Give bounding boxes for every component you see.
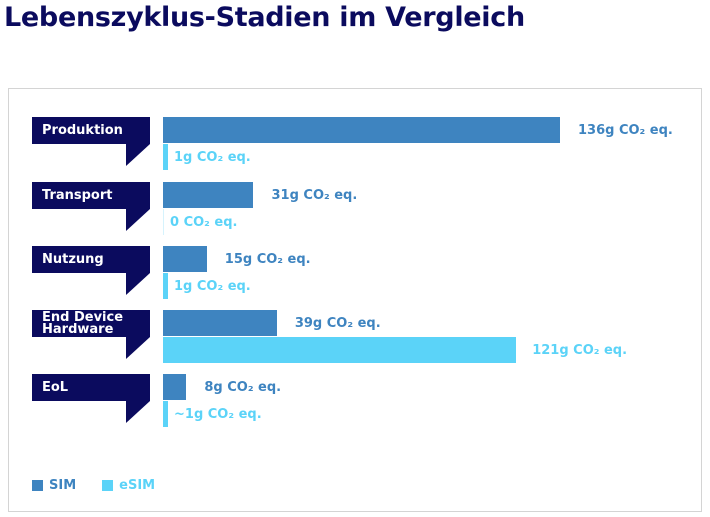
legend-swatch-esim: [102, 480, 114, 491]
chart-panel: [8, 88, 702, 512]
bar-sim-nutzung: [163, 246, 207, 272]
callout-tail: [126, 209, 150, 231]
callout-tail: [126, 337, 150, 359]
bar-sim-transport: [163, 182, 254, 208]
callout-tail: [126, 273, 150, 295]
category-label-transport: Transport: [32, 182, 150, 209]
bar-sim-produktion: [163, 117, 560, 143]
category-label-produktion: Produktion: [32, 117, 150, 144]
data-label-sim-eol: 8g CO₂ eq.: [204, 380, 282, 395]
legend-swatch-sim: [32, 480, 43, 491]
callout-tail: [126, 144, 150, 166]
category-label-eol: EoL: [32, 374, 150, 401]
data-label-esim-end-device-hardware: 121g CO₂ eq.: [532, 343, 628, 358]
bar-esim-produktion: [163, 144, 168, 170]
legend-label-sim: SIM: [49, 478, 77, 493]
page-title: Lebenszyklus-Stadien im Vergleich: [4, 2, 525, 33]
data-label-sim-transport: 31g CO₂ eq.: [271, 188, 358, 203]
data-label-esim-eol: ~1g CO₂ eq.: [174, 407, 262, 422]
data-label-sim-produktion: 136g CO₂ eq.: [578, 123, 673, 138]
callout-tail: [126, 401, 150, 423]
data-label-sim-nutzung: 15g CO₂ eq.: [224, 252, 311, 267]
bar-esim-transport: [163, 209, 164, 235]
data-label-esim-produktion: 1g CO₂ eq.: [174, 150, 251, 165]
bar-esim-eol: [163, 401, 168, 427]
category-label-end-device-hardware: End Device Hardware: [32, 310, 150, 337]
bar-esim-nutzung: [163, 273, 168, 299]
legend-label-esim: eSIM: [119, 478, 156, 493]
data-label-sim-end-device-hardware: 39g CO₂ eq.: [294, 316, 381, 331]
legend: SIM eSIM: [32, 478, 155, 493]
legend-item-sim: SIM: [32, 478, 76, 493]
legend-item-esim: eSIM: [102, 478, 155, 493]
data-label-esim-nutzung: 1g CO₂ eq.: [174, 279, 251, 294]
category-label-nutzung: Nutzung: [32, 246, 150, 273]
bar-sim-eol: [163, 374, 187, 400]
bar-esim-end-device-hardware: [163, 337, 517, 363]
bar-sim-end-device-hardware: [163, 310, 277, 336]
data-label-esim-transport: 0 CO₂ eq.: [170, 215, 238, 230]
